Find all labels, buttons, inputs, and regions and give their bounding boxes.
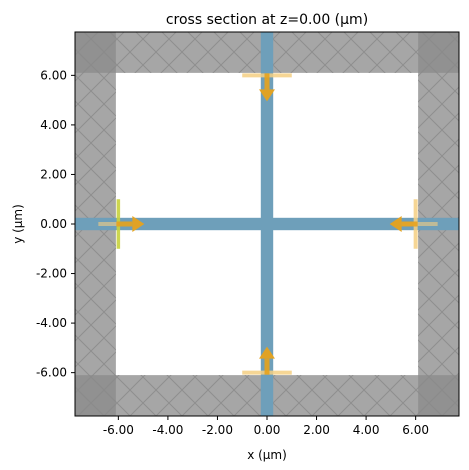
y-tick-label: 4.00 xyxy=(40,118,67,132)
y-tick-label: 6.00 xyxy=(40,68,67,82)
monitor-0-arrow xyxy=(389,216,418,232)
x-tick-label: 4.00 xyxy=(353,423,380,437)
pml-corner-bl xyxy=(75,375,116,416)
monitor-1-arrow xyxy=(259,73,275,102)
y-axis-label: y (µm) xyxy=(11,204,25,244)
monitor-0-arrow-head xyxy=(389,216,402,232)
x-axis-ticks: -6.00 -4.00 -2.00 0.00 2.00 4.00 6.00 xyxy=(103,416,429,437)
source-arrow xyxy=(116,216,145,232)
source-arrow-head xyxy=(132,216,145,232)
monitor-1-arrow-shaft xyxy=(264,73,270,90)
x-tick-label: -2.00 xyxy=(202,423,233,437)
x-tick-label: 6.00 xyxy=(402,423,429,437)
waveguide-vertical xyxy=(260,32,274,416)
y-tick-label: 2.00 xyxy=(40,167,67,181)
monitor-2-arrow xyxy=(259,346,275,375)
x-tick-label: 2.00 xyxy=(303,423,330,437)
y-tick-label: 0.00 xyxy=(40,217,67,231)
pml-corner-tr xyxy=(418,32,459,73)
x-tick-label: -4.00 xyxy=(152,423,183,437)
y-axis-ticks: -6.00 -4.00 -2.00 0.00 2.00 4.00 6.00 xyxy=(36,68,75,380)
y-tick-label: -4.00 xyxy=(36,316,67,330)
monitor-1-arrow-head xyxy=(259,89,275,102)
monitor-2-arrow-shaft xyxy=(264,358,270,375)
monitor-2-arrow-head xyxy=(259,346,275,359)
monitor-0-arrow-shaft xyxy=(401,221,418,227)
source-arrow-shaft xyxy=(116,221,133,227)
x-axis-label: x (µm) xyxy=(247,448,287,462)
y-tick-label: -6.00 xyxy=(36,366,67,380)
chart-title: cross section at z=0.00 (µm) xyxy=(166,12,368,28)
plot-area xyxy=(75,32,459,416)
x-tick-label: -6.00 xyxy=(103,423,134,437)
pml-corner-br xyxy=(418,375,459,416)
y-tick-label: -2.00 xyxy=(36,267,67,281)
x-tick-label: 0.00 xyxy=(254,423,281,437)
pml-corner-tl xyxy=(75,32,116,73)
